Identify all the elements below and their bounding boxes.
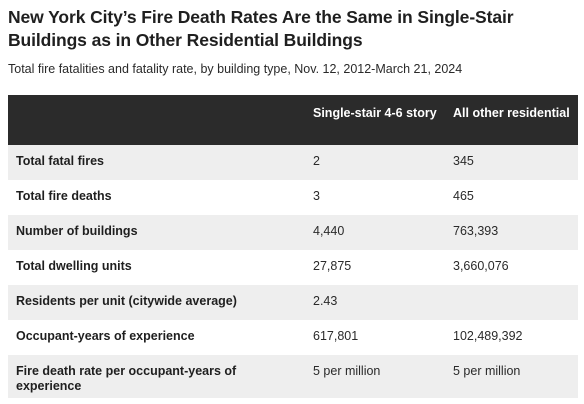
header-blank xyxy=(8,95,305,145)
other-residential-value: 3,660,076 xyxy=(453,259,509,273)
table-header-row: Single-stair 4-6 story All other residen… xyxy=(8,95,578,145)
single-stair-value: 5 per million xyxy=(305,355,445,398)
other-residential-value: 763,393 xyxy=(445,215,578,250)
chart-title: New York City’s Fire Death Rates Are the… xyxy=(8,7,514,50)
single-stair-value: 4,440 xyxy=(305,215,445,250)
row-label: Total fire deaths xyxy=(16,189,112,203)
single-stair-value: 617,801 xyxy=(313,329,359,343)
single-stair-value: 2.43 xyxy=(305,285,445,320)
other-residential-value: 345 xyxy=(445,145,578,180)
row-label: Occupant-years of experience xyxy=(16,329,195,343)
table-row: Occupant-years of experience 617,801 102… xyxy=(8,320,578,355)
table-row: Number of buildings 4,440 763,393 xyxy=(8,215,578,250)
row-label: Total dwelling units xyxy=(16,259,132,273)
single-stair-value: 27,875 xyxy=(313,259,352,273)
row-label: Fire death rate per occupant-years of ex… xyxy=(8,355,305,398)
data-table: Single-stair 4-6 story All other residen… xyxy=(8,95,578,398)
table-row: Total fire deaths 3 465 xyxy=(8,180,578,215)
other-residential-value xyxy=(445,285,578,320)
row-label: Residents per unit (citywide average) xyxy=(8,285,305,320)
table-row: Total fatal fires 2 345 xyxy=(8,145,578,180)
table-row: Residents per unit (citywide average) 2.… xyxy=(8,285,578,320)
other-residential-value: 465 xyxy=(453,189,474,203)
single-stair-value: 3 xyxy=(313,189,320,203)
single-stair-value: 2 xyxy=(305,145,445,180)
row-label: Number of buildings xyxy=(8,215,305,250)
other-residential-value: 102,489,392 xyxy=(453,329,523,343)
table-row: Total dwelling units 27,875 3,660,076 xyxy=(8,250,578,285)
table-row: Fire death rate per occupant-years of ex… xyxy=(8,355,578,398)
row-label: Total fatal fires xyxy=(8,145,305,180)
header-all-other-residential: All other residential xyxy=(445,95,578,145)
header-single-stair: Single-stair 4-6 story xyxy=(305,95,445,145)
chart-subtitle: Total fire fatalities and fatality rate,… xyxy=(8,62,463,76)
other-residential-value: 5 per million xyxy=(445,355,578,398)
